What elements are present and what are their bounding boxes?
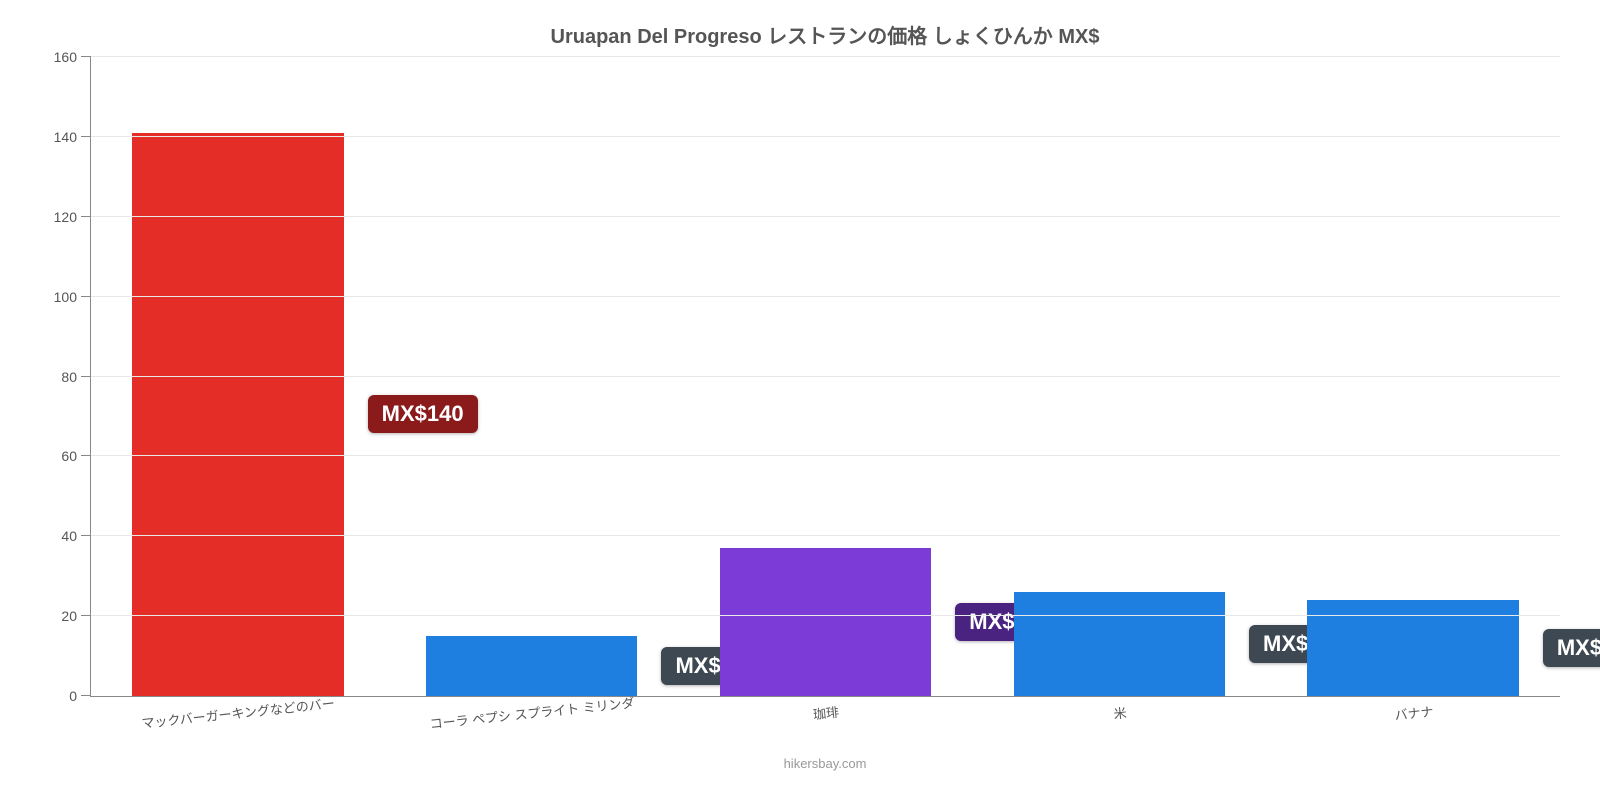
bar-slot: MX$140 — [91, 57, 385, 696]
price-chart: Uruapan Del Progreso レストランの価格 しょくひんか MX$… — [0, 0, 1600, 800]
y-axis-label: 60 — [61, 448, 91, 464]
bar-slot: MX$15 — [385, 57, 679, 696]
bar: MX$37 — [720, 548, 932, 696]
y-axis-label: 40 — [61, 528, 91, 544]
bar: MX$15 — [426, 636, 638, 696]
bars-container: MX$140 MX$15 MX$37 MX$26 MX$24 — [91, 57, 1560, 696]
gridline — [91, 535, 1560, 536]
gridline — [91, 56, 1560, 57]
gridline — [91, 216, 1560, 217]
x-axis-labels: マックバーガーキングなどのバーコーラ ペプシ スプライト ミリンダ珈琲米バナナ — [90, 703, 1560, 722]
gridline — [91, 455, 1560, 456]
source-attribution: hikersbay.com — [90, 756, 1560, 771]
plot-area: MX$140MX$15MX$37MX$26MX$24 0204060801001… — [90, 57, 1560, 697]
bar: MX$140 — [132, 133, 344, 696]
gridline — [91, 296, 1560, 297]
bar-slot: MX$26 — [972, 57, 1266, 696]
gridline — [91, 376, 1560, 377]
y-axis-label: 80 — [61, 369, 91, 385]
y-axis-label: 100 — [54, 289, 91, 305]
bar: MX$26 — [1014, 592, 1226, 696]
chart-title: Uruapan Del Progreso レストランの価格 しょくひんか MX$ — [90, 20, 1560, 49]
y-axis-label: 140 — [54, 129, 91, 145]
y-axis-label: 160 — [54, 49, 91, 65]
value-badge: MX$24 — [1543, 629, 1600, 667]
gridline — [91, 615, 1560, 616]
gridline — [91, 136, 1560, 137]
y-axis-label: 120 — [54, 209, 91, 225]
bar-slot: MX$37 — [679, 57, 973, 696]
y-axis-label: 0 — [69, 688, 91, 704]
y-axis-label: 20 — [61, 608, 91, 624]
bar-slot: MX$24 — [1266, 57, 1560, 696]
